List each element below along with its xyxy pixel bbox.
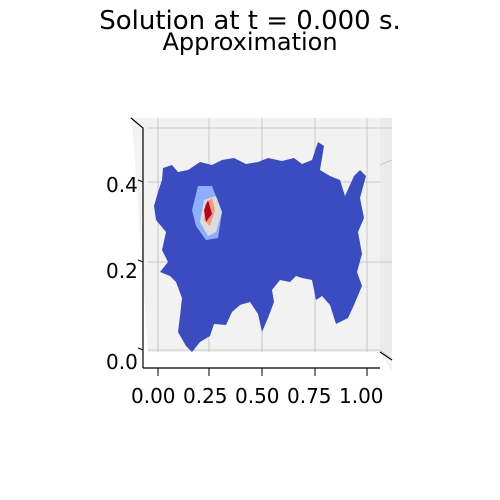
x-tick-label: 1.00 xyxy=(339,384,384,408)
x-tick-label: 0.75 xyxy=(287,384,332,408)
y-tick-label: 0.2 xyxy=(106,259,138,283)
x-tick-label: 0.50 xyxy=(235,384,280,408)
axes-title: Approximation xyxy=(162,28,338,56)
contour-region-peak xyxy=(204,200,212,222)
y-tick-label: 0.4 xyxy=(106,173,138,197)
y-axis-line xyxy=(130,117,144,368)
x-tick-label: 0.25 xyxy=(183,384,228,408)
figure-suptitle: Solution at t = 0.000 s. xyxy=(99,6,401,36)
axes-pane-edge xyxy=(380,118,392,360)
tick-marks xyxy=(137,179,368,376)
y-tick-label: 0.0 xyxy=(106,350,138,374)
x-tick-label: 0.00 xyxy=(131,384,176,408)
